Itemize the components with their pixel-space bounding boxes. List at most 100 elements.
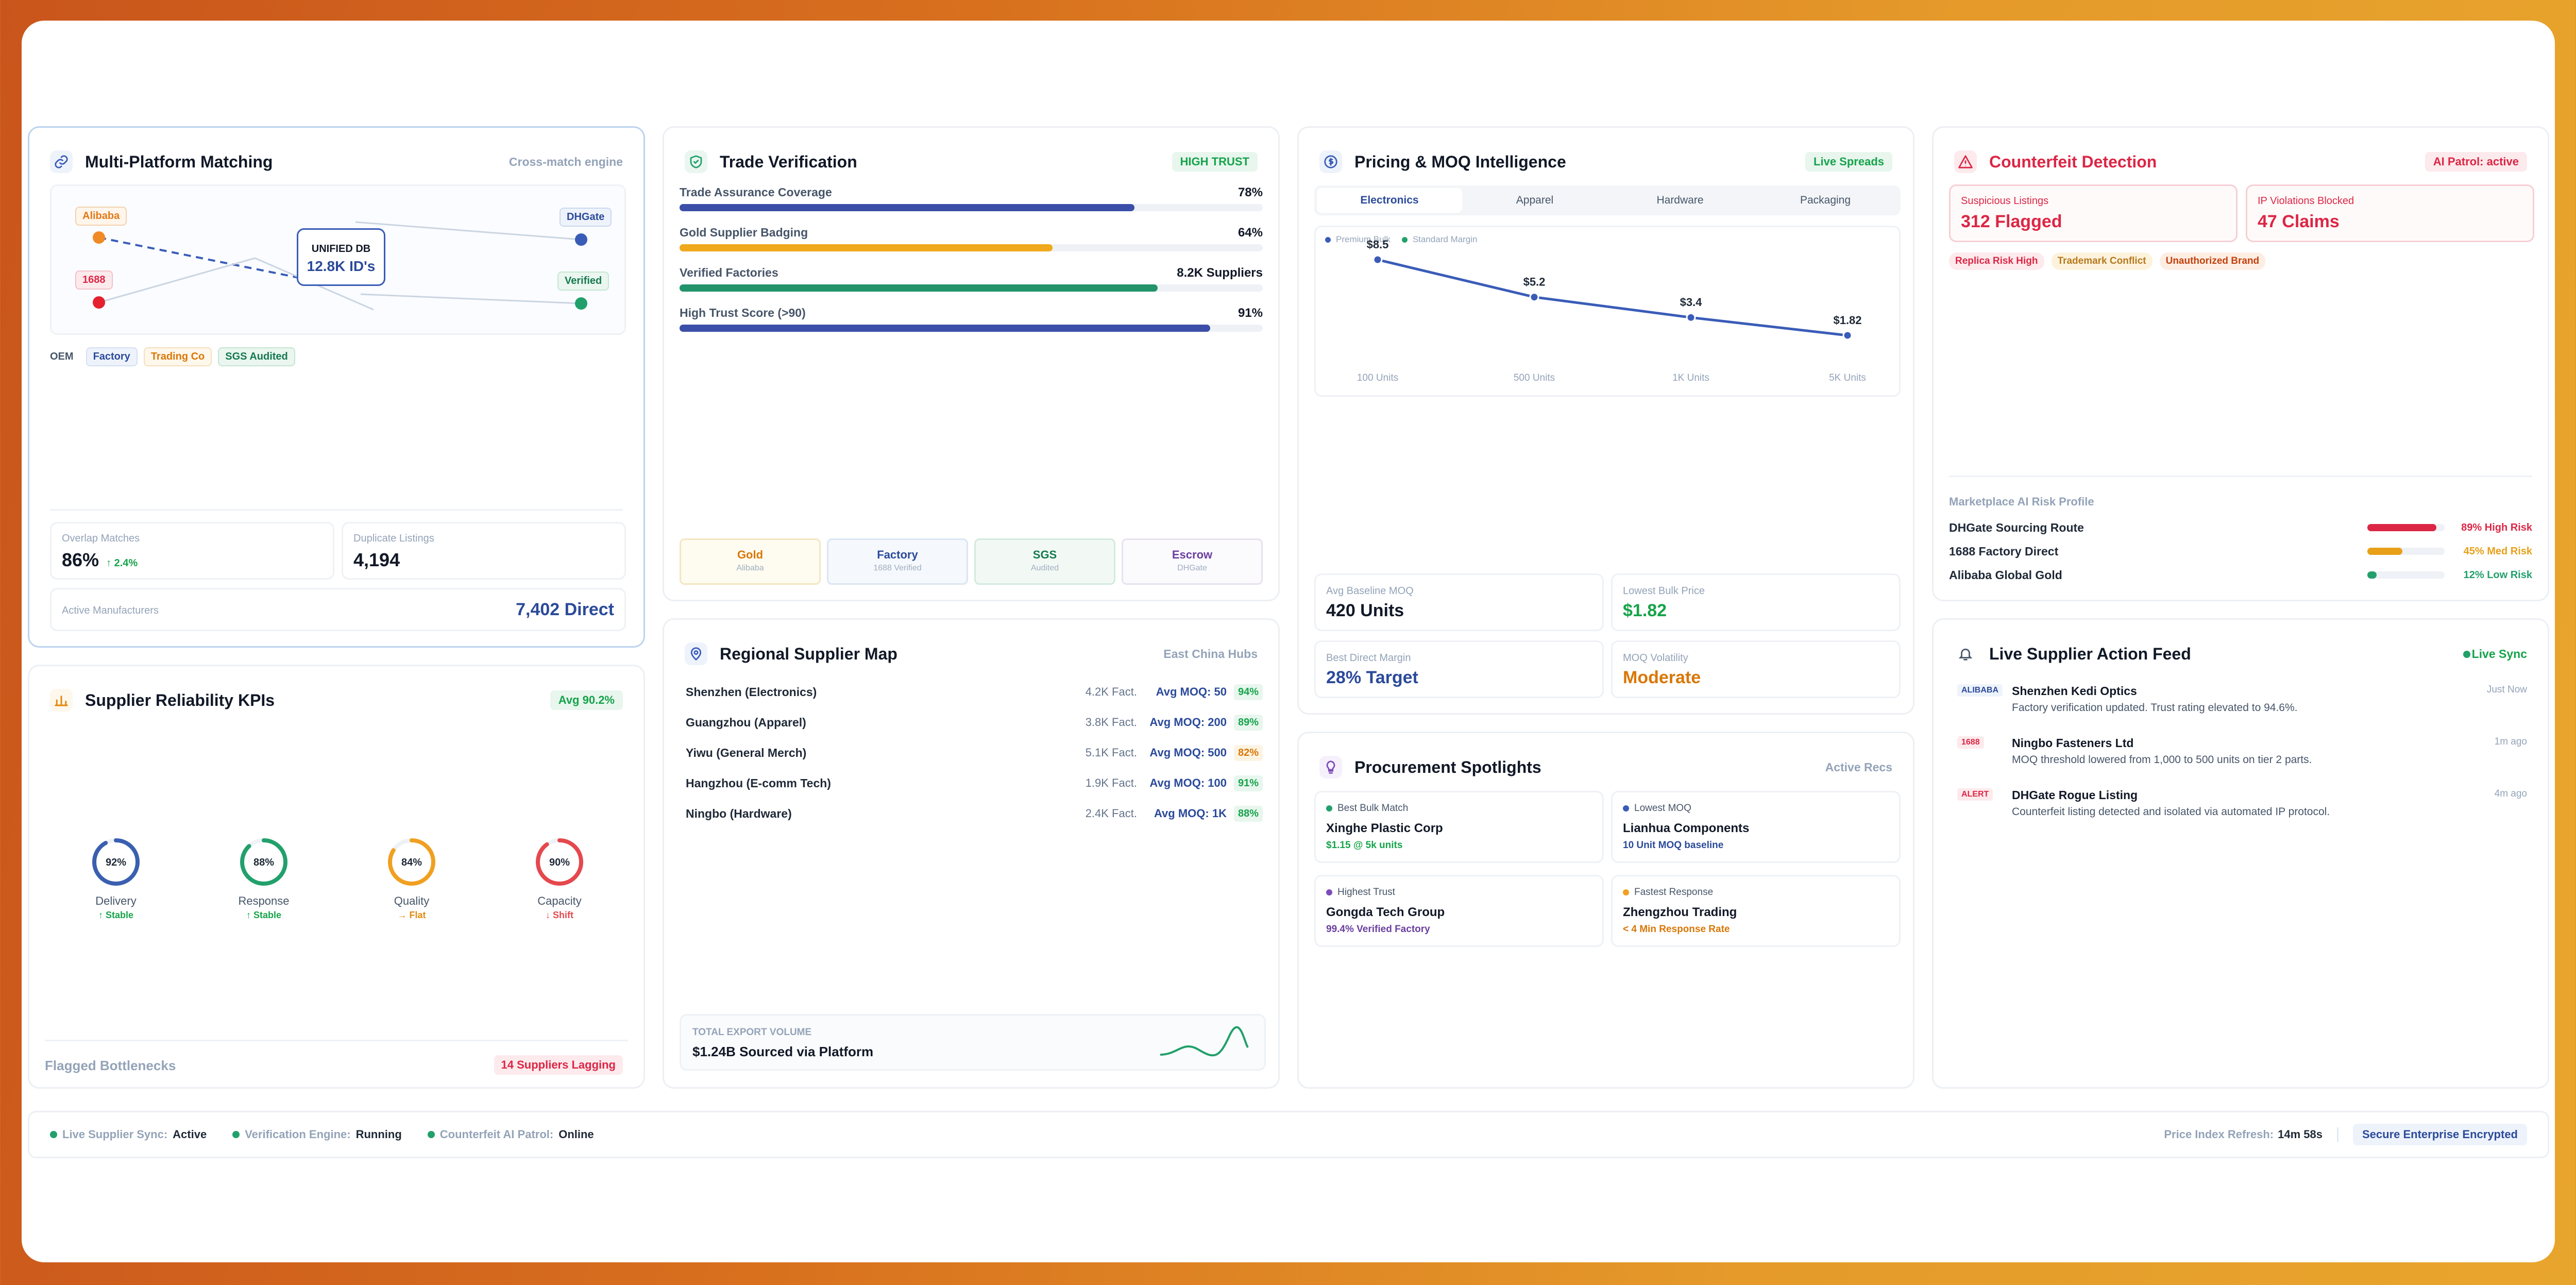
status-right: Price Index Refresh: 14m 58s Secure Ente… <box>2164 1112 2527 1157</box>
tab-apparel[interactable]: Apparel <box>1516 194 1554 206</box>
pricing-stat-value: Moderate <box>1623 668 1701 687</box>
spotlight-item[interactable]: Fastest Response Zhengzhou Trading < 4 Min… <box>1611 875 1901 947</box>
feed-name: DHGate Rogue Listing <box>2012 788 2138 802</box>
region-moq: Avg MOQ: 50 <box>1156 685 1227 698</box>
node-verified[interactable]: Verified <box>557 272 609 291</box>
trade-badge-name: SGS <box>1032 548 1057 561</box>
export-volume: TOTAL EXPORT VOLUME $1.24B Sourced via P… <box>680 1014 1266 1071</box>
type-trading[interactable]: Trading Co <box>143 347 212 366</box>
risk-value: 12% Low Risk <box>2463 569 2532 581</box>
suspicious-label: Suspicious Listings <box>1961 195 2049 207</box>
status-items: Live Supplier Sync: Active Verification En… <box>50 1112 620 1157</box>
trade-badge-sub: Audited <box>1030 564 1059 572</box>
bar-chart-icon <box>50 689 73 712</box>
feed-time: 1m ago <box>2494 736 2527 747</box>
type-oem[interactable]: OEM <box>50 351 74 362</box>
risk-chip[interactable]: Trademark Conflict <box>2051 252 2153 270</box>
status-value: Running <box>355 1128 402 1141</box>
price-point <box>1842 330 1853 341</box>
spotlight-item[interactable]: Best Bulk Match Xinghe Plastic Corp $1.15 … <box>1314 791 1604 863</box>
pricing-stat: MOQ Volatility Moderate <box>1611 640 1901 698</box>
tab-packaging[interactable]: Packaging <box>1800 194 1851 206</box>
trade-badge-escrow[interactable]: Escrow DHGate <box>1122 538 1263 585</box>
spotlight-detail: < 4 Min Response Rate <box>1623 924 1730 935</box>
tab-hardware[interactable]: Hardware <box>1656 194 1704 206</box>
kpi-trend: ↑ Stable <box>98 910 134 920</box>
region-row[interactable]: Ningbo (Hardware) 2.4K Fact. Avg MOQ: 1K 88… <box>686 803 1263 824</box>
trade-badge-factory[interactable]: Factory 1688 Verified <box>827 538 968 585</box>
risk-chip[interactable]: Unauthorized Brand <box>2159 252 2266 270</box>
dashboard-frame: Multi-Platform Matching Cross-match engi… <box>22 21 2555 1262</box>
price-point <box>1372 255 1383 265</box>
region-name: Yiwu (General Merch) <box>686 746 807 759</box>
node-verified-dot <box>575 297 587 310</box>
trade-badge-sgs[interactable]: SGS Audited <box>974 538 1115 585</box>
node-dhgate-dot <box>575 233 587 246</box>
kpi-gauge-response[interactable]: 88% Response ↑ Stable <box>217 836 310 921</box>
region-score: 82% <box>1233 745 1263 761</box>
region-factories: 3.8K Fact. <box>1085 716 1137 729</box>
trade-bar-track <box>680 284 1263 292</box>
unified-db-node[interactable]: UNIFIED DB 12.8K ID's <box>297 228 385 286</box>
trade-badge-gold[interactable]: Gold Alibaba <box>680 538 821 585</box>
kpi-pct: 90% <box>549 857 570 868</box>
trade-row: Gold Supplier Badging 64% <box>680 226 1263 257</box>
region-name: Hangzhou (E-comm Tech) <box>686 776 831 790</box>
status-value: Active <box>173 1128 207 1141</box>
trade-bar-fill <box>680 244 1053 251</box>
spotlight-name: Lianhua Components <box>1623 821 1750 835</box>
risk-name: DHGate Sourcing Route <box>1949 520 2084 534</box>
tab-electronics[interactable]: Electronics <box>1317 188 1462 213</box>
status-bar: Live Supplier Sync: Active Verification En… <box>28 1111 2549 1158</box>
spotlight-tag-text: Highest Trust <box>1337 887 1395 898</box>
node-1688[interactable]: 1688 <box>75 270 113 290</box>
region-row[interactable]: Hangzhou (E-comm Tech) 1.9K Fact. Avg MOQ:… <box>686 773 1263 793</box>
export-sparkline <box>1160 1026 1249 1057</box>
spotlight-item[interactable]: Highest Trust Gongda Tech Group 99.4% Veri… <box>1314 875 1604 947</box>
overlap-delta: ↑ 2.4% <box>106 557 138 569</box>
trade-row-label: Gold Supplier Badging <box>680 226 808 239</box>
feed-item[interactable]: ALIBABA Shenzhen Kedi Optics Factory verif… <box>1957 684 2527 725</box>
pricing-stat: Avg Baseline MOQ 420 Units <box>1314 573 1604 631</box>
region-row[interactable]: Yiwu (General Merch) 5.1K Fact. Avg MOQ: 5… <box>686 742 1263 763</box>
matching-card[interactable]: Multi-Platform Matching Cross-match engi… <box>28 126 645 648</box>
counterfeit-title: Counterfeit Detection <box>1989 152 2157 171</box>
type-factory[interactable]: Factory <box>86 347 138 366</box>
secure-badge[interactable]: Secure Enterprise Encrypted <box>2352 1124 2527 1145</box>
node-dhgate[interactable]: DHGate <box>560 208 612 227</box>
spotlight-tag-text: Best Bulk Match <box>1337 803 1409 814</box>
kpi-ring: 92% <box>92 838 140 886</box>
counterfeit-card: Counterfeit Detection AI Patrol: active … <box>1932 126 2549 601</box>
region-factories: 5.1K Fact. <box>1085 746 1137 759</box>
feed-tag: Live Sync <box>2471 647 2527 661</box>
feed-item[interactable]: ALERT DHGate Rogue Listing Counterfeit lis… <box>1957 788 2527 830</box>
kpi-gauge-delivery[interactable]: 92% Delivery ↑ Stable <box>70 836 162 921</box>
region-factories: 4.2K Fact. <box>1085 685 1137 698</box>
region-score: 88% <box>1233 805 1263 822</box>
kpi-gauges: 92% Delivery ↑ Stable 88% Response ↑ Stable 84… <box>29 836 643 939</box>
feed-card: Live Supplier Action Feed Live Sync ALIB… <box>1932 618 2549 1089</box>
feed-name: Shenzhen Kedi Optics <box>2012 684 2137 698</box>
type-sgs[interactable]: SGS Audited <box>218 347 295 366</box>
node-alibaba[interactable]: Alibaba <box>75 207 127 226</box>
kpi-gauge-capacity[interactable]: 90% Capacity ↓ Shift <box>513 836 606 921</box>
pricing-title: Pricing & MOQ Intelligence <box>1354 152 1566 171</box>
feed-item[interactable]: 1688 Ningbo Fasteners Ltd MOQ threshold lo… <box>1957 736 2527 777</box>
risk-chips: Replica Risk High Trademark Conflict Unaut… <box>1949 252 2273 270</box>
feed-badge: ALERT <box>1957 788 1993 801</box>
region-row[interactable]: Guangzhou (Apparel) 3.8K Fact. Avg MOQ: 20… <box>686 712 1263 733</box>
region-row[interactable]: Shenzhen (Electronics) 4.2K Fact. Avg MOQ:… <box>686 682 1263 702</box>
trade-bar-track <box>680 325 1263 332</box>
spotlight-item[interactable]: Lowest MOQ Lianhua Components 10 Unit MOQ … <box>1611 791 1901 863</box>
kpi-title: Supplier Reliability KPIs <box>85 690 275 709</box>
kpi-ring-fill <box>92 838 140 886</box>
kpi-pct: 92% <box>106 857 126 868</box>
risk-chip[interactable]: Replica Risk High <box>1949 252 2044 270</box>
risk-bar-track <box>2367 548 2445 555</box>
trade-badge-name: Gold <box>737 548 764 561</box>
kpi-gauge-quality[interactable]: 84% Quality → Flat <box>365 836 458 921</box>
trade-bar-track <box>680 244 1263 251</box>
region-moq: Avg MOQ: 1K <box>1154 807 1227 820</box>
bottleneck-tag[interactable]: 14 Suppliers Lagging <box>494 1055 623 1075</box>
spotlight-detail: 10 Unit MOQ baseline <box>1623 840 1724 851</box>
